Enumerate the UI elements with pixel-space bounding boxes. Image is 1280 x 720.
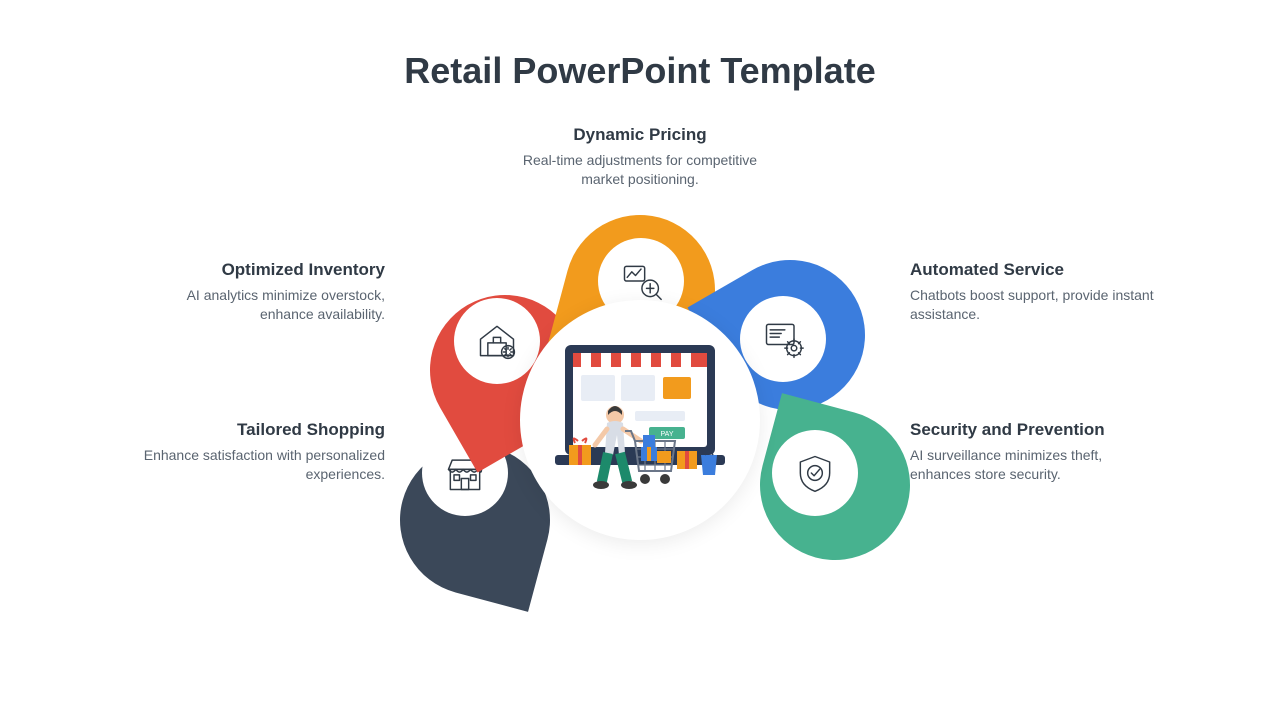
svg-text:PAY: PAY	[661, 431, 674, 438]
shield-icon	[772, 430, 858, 516]
gear-screen-icon	[740, 296, 826, 382]
text-tailored-shopping: Tailored Shopping Enhance satisfaction w…	[135, 420, 385, 484]
petal-inner-inventory	[454, 298, 540, 384]
page-title: Retail PowerPoint Template	[404, 50, 875, 92]
description: AI analytics minimize overstock, enhance…	[135, 286, 385, 324]
text-security: Security and Prevention AI surveillance …	[910, 420, 1160, 484]
heading: Security and Prevention	[910, 420, 1160, 440]
text-automated-service: Automated Service Chatbots boost support…	[910, 260, 1160, 324]
heading: Optimized Inventory	[135, 260, 385, 280]
description: AI surveillance minimizes theft, enhance…	[910, 446, 1160, 484]
text-optimized-inventory: Optimized Inventory AI analytics minimiz…	[135, 260, 385, 324]
center-illustration: PAY	[520, 300, 760, 540]
petal-inner-security	[772, 430, 858, 516]
description: Real-time adjustments for competitive ma…	[515, 151, 765, 189]
retail-illustration-icon: PAY	[545, 335, 735, 505]
heading: Tailored Shopping	[135, 420, 385, 440]
petal-inner-service	[740, 296, 826, 382]
heading: Automated Service	[910, 260, 1160, 280]
warehouse-icon	[454, 298, 540, 384]
heading: Dynamic Pricing	[515, 125, 765, 145]
description: Enhance satisfaction with personalized e…	[135, 446, 385, 484]
text-dynamic-pricing: Dynamic Pricing Real-time adjustments fo…	[515, 125, 765, 189]
description: Chatbots boost support, provide instant …	[910, 286, 1160, 324]
